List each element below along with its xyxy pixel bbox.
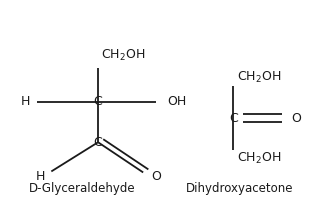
Text: Dihydroxyacetone: Dihydroxyacetone [186,182,293,195]
Text: O: O [291,112,301,125]
Text: CH$_2$OH: CH$_2$OH [237,70,281,85]
Text: C: C [94,95,102,109]
Text: C: C [94,136,102,149]
Text: O: O [151,170,161,183]
Text: OH: OH [167,95,187,109]
Text: CH$_2$OH: CH$_2$OH [101,48,146,63]
Text: C: C [229,112,238,125]
Text: H: H [35,170,45,183]
Text: H: H [21,95,30,109]
Text: D-Glyceraldehyde: D-Glyceraldehyde [29,182,135,195]
Text: CH$_2$OH: CH$_2$OH [237,151,281,166]
